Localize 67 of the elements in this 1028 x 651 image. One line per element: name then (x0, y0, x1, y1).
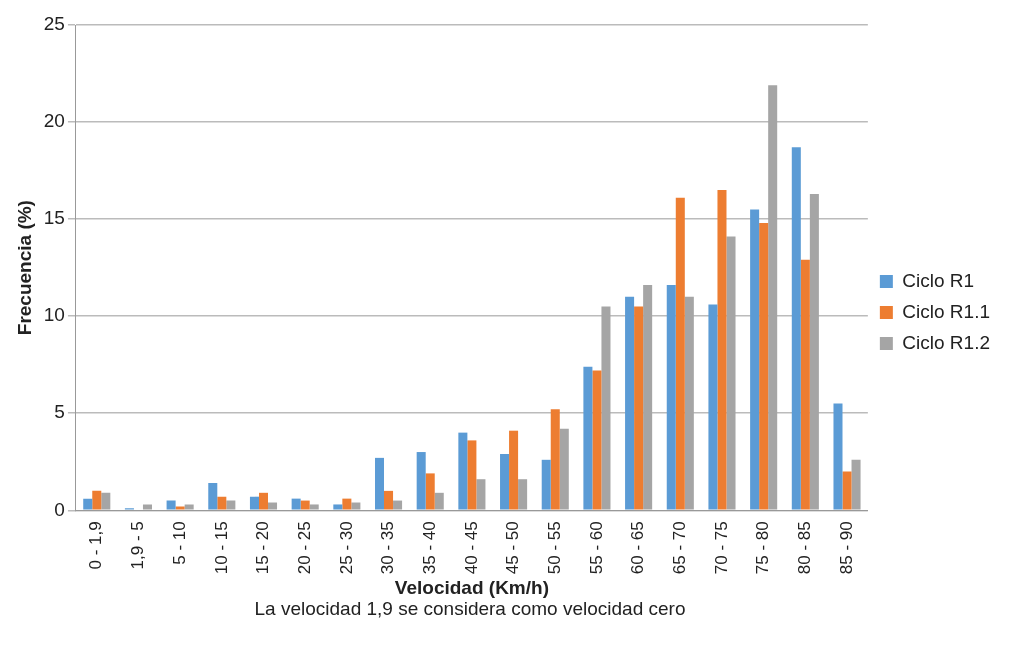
x-tick-label: 30 - 35 (378, 521, 398, 575)
bar (333, 504, 343, 510)
bar (509, 430, 519, 510)
x-tick-label: 35 - 40 (419, 521, 439, 575)
bar (467, 440, 477, 510)
text: La velocidad 1,9 se considera como velocidad cero (253, 598, 687, 620)
bar (759, 222, 769, 510)
bar (416, 452, 426, 510)
bar (300, 500, 310, 510)
bar (217, 496, 227, 510)
bar (717, 189, 727, 510)
bar (374, 457, 385, 510)
x-tick-label: 40 - 45 (461, 521, 481, 575)
x-tick-label: 15 - 20 (253, 521, 273, 575)
bar (675, 197, 685, 510)
bar (791, 147, 801, 510)
bar (583, 366, 593, 510)
y-axis-title: Frecuencia (%) (13, 200, 35, 336)
bar (166, 500, 176, 510)
x-tick-label: 60 - 65 (628, 521, 648, 575)
bar (291, 498, 301, 510)
x-tick-label: 55 - 60 (586, 521, 606, 575)
x-tick-label: 10 - 15 (211, 521, 231, 575)
bar (175, 506, 185, 510)
x-tick-label: 5 - 10 (169, 521, 189, 565)
legend-label: Ciclo R1.2 (902, 331, 991, 353)
y-tick-label: 15 (43, 207, 65, 229)
bar (249, 496, 259, 510)
bar (342, 498, 352, 510)
legend-label: Ciclo R1.1 (902, 300, 991, 322)
bar (92, 490, 102, 510)
x-tick-label: 20 - 25 (294, 521, 314, 575)
y-tick-label: 5 (54, 401, 65, 423)
bar (550, 409, 560, 510)
x-axis-title: Velocidad (Km/h) (394, 576, 549, 598)
x-tick-label: 75 - 80 (753, 521, 773, 575)
bar (708, 304, 718, 510)
bar (500, 453, 510, 510)
x-tick-label: 85 - 90 (836, 521, 856, 575)
y-tick-label: 10 (43, 304, 65, 326)
x-tick-label: 1,9 - 5 (128, 521, 148, 570)
y-tick-label: 25 (43, 13, 65, 35)
bar (625, 296, 635, 510)
bar (842, 471, 852, 510)
x-tick-label: 80 - 85 (795, 521, 815, 575)
bar (833, 403, 843, 510)
bar (384, 490, 394, 510)
bar (458, 432, 468, 510)
legend-label: Ciclo R1 (902, 269, 975, 291)
bar (592, 370, 602, 510)
bar (634, 306, 644, 510)
y-tick-label: 0 (54, 498, 65, 520)
bar (666, 285, 676, 510)
x-tick-label: 50 - 55 (544, 521, 564, 575)
bar (83, 498, 93, 510)
bar (800, 259, 810, 510)
bar (208, 483, 218, 510)
x-tick-label: 65 - 70 (669, 521, 689, 575)
x-tick-label: 70 - 75 (711, 521, 731, 575)
x-tick-label: 0 - 1,9 (86, 521, 106, 570)
bar (258, 492, 269, 510)
bar (750, 209, 760, 510)
x-tick-label: 45 - 50 (503, 521, 523, 575)
bar (541, 459, 551, 510)
y-tick-label: 20 (43, 110, 65, 132)
bar (425, 473, 435, 510)
x-tick-label: 25 - 30 (336, 521, 356, 575)
